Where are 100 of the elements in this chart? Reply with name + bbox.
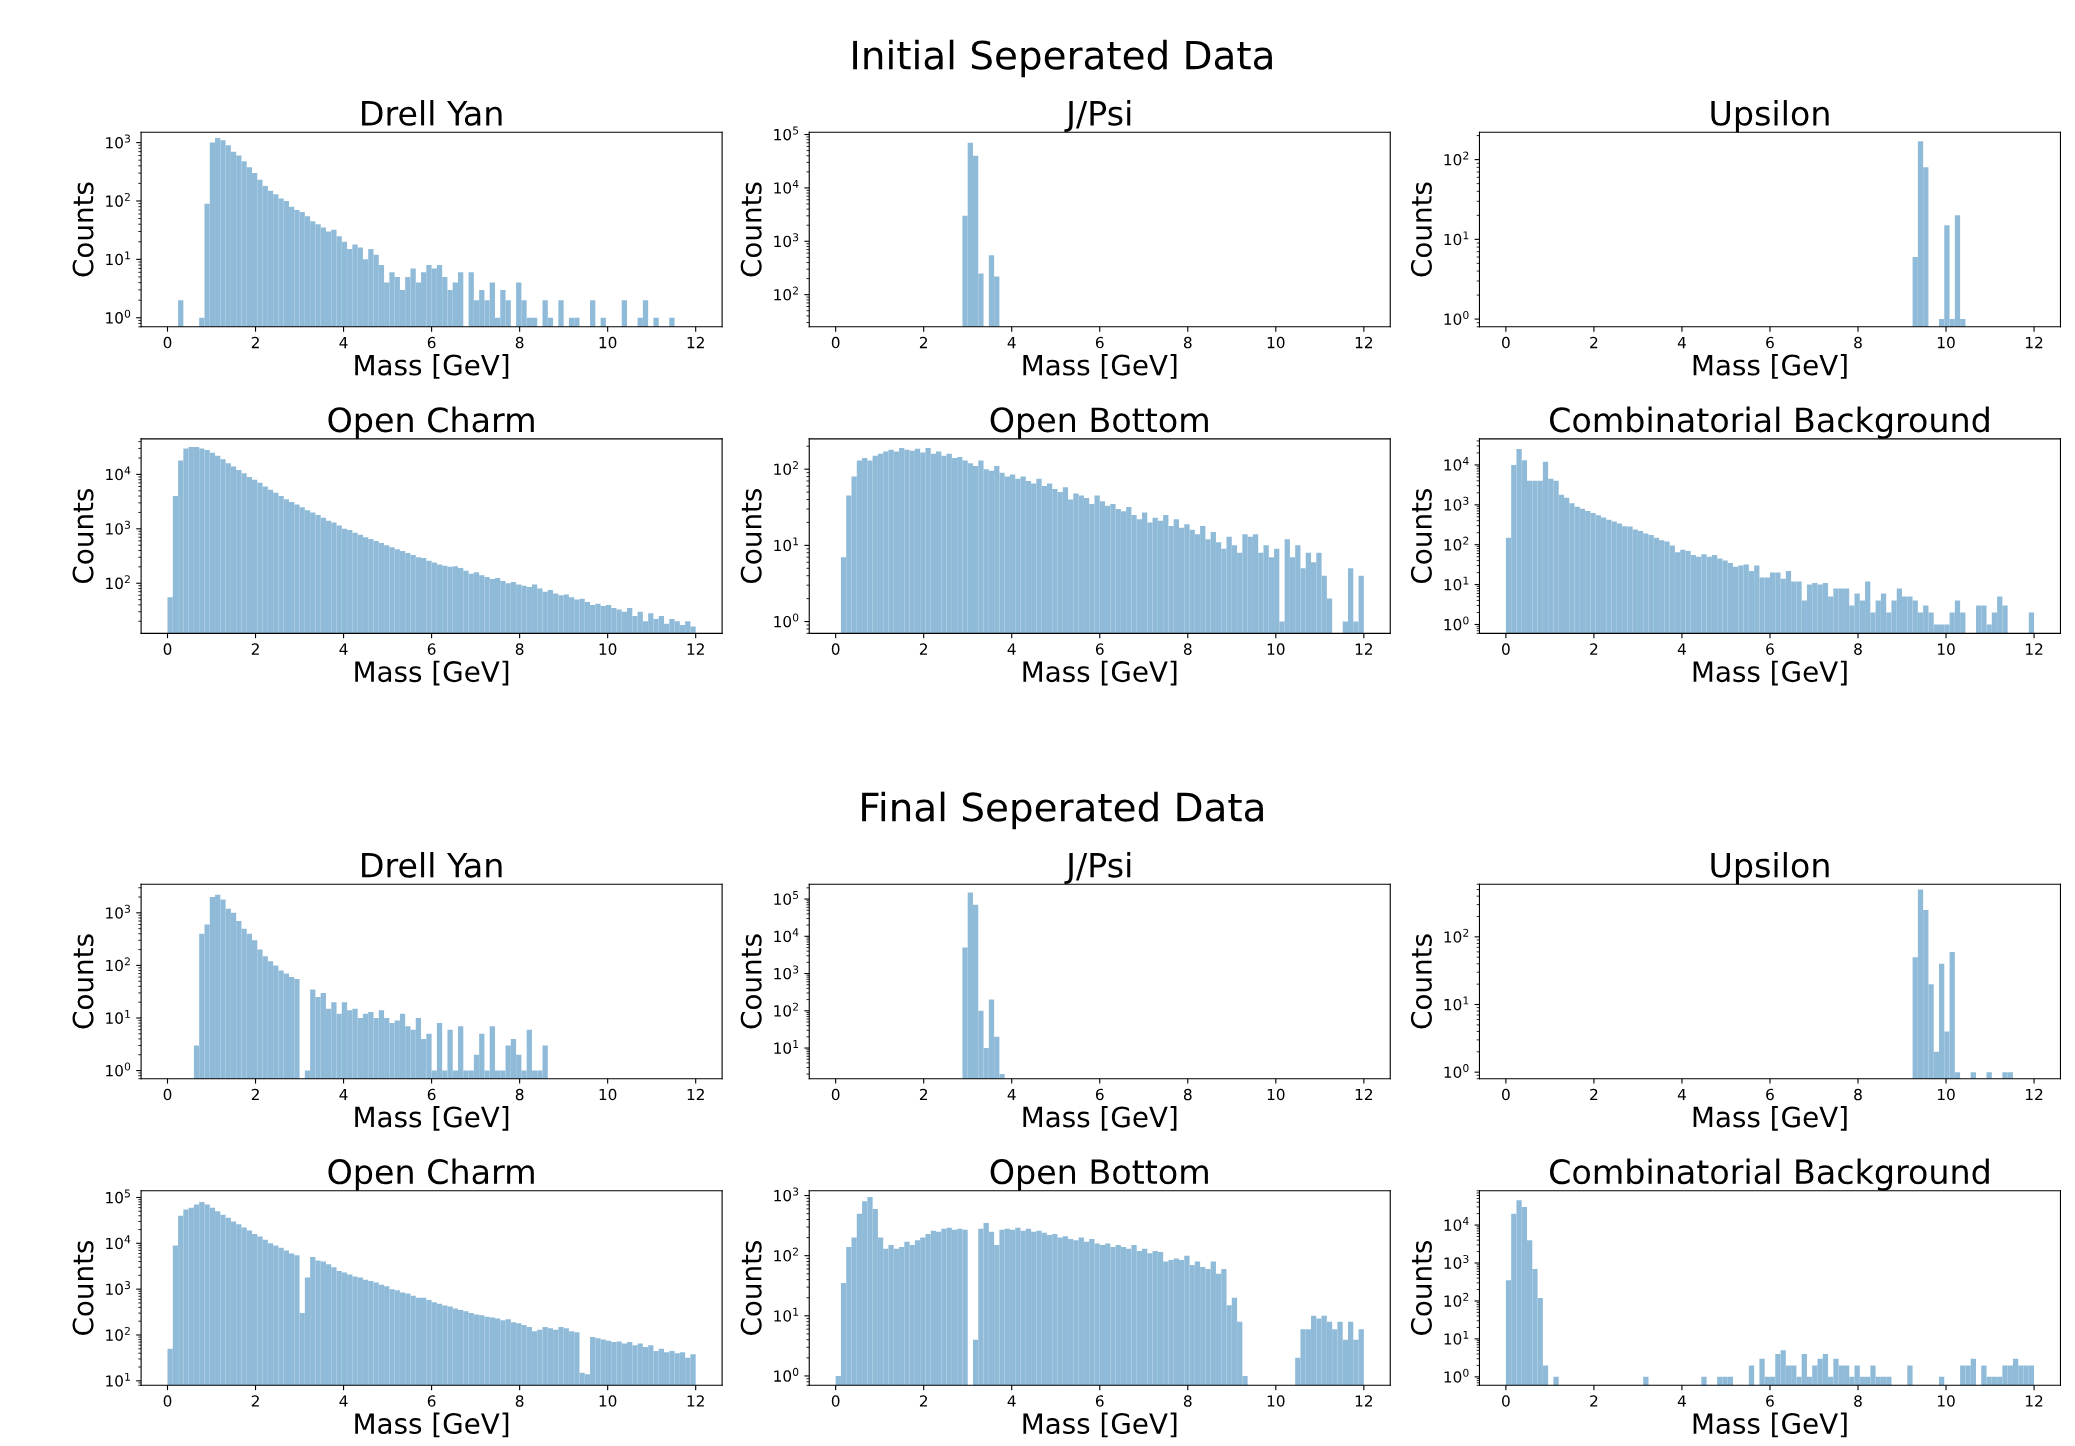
x-tick-label: 0 <box>831 336 840 349</box>
x-tick-label: 10 <box>1267 336 1285 349</box>
x-tick-label: 8 <box>1854 643 1862 655</box>
y-tick-label: 10$^{2}$ <box>1444 1292 1469 1307</box>
chart-title: J/Psi <box>1064 100 1131 133</box>
x-tick-label: 0 <box>831 643 840 655</box>
y-tick-label: 10$^{0}$ <box>774 613 799 628</box>
chart-title: Open Bottom <box>990 1159 1208 1191</box>
x-tick-label: 12 <box>2026 1088 2043 1101</box>
x-tick-label: 4 <box>339 643 348 655</box>
x-tick-label: 6 <box>1095 336 1104 349</box>
y-tick-label: 10$^{0}$ <box>106 1062 131 1077</box>
x-tick-label: 8 <box>1183 643 1192 655</box>
chart-title: Drell Yan <box>362 851 502 878</box>
y-tick-label: 10$^{1}$ <box>106 1010 130 1024</box>
x-tick-label: 4 <box>1677 336 1686 349</box>
x-tick-label: 10 <box>1267 643 1285 655</box>
y-axis-title: Counts <box>1410 1240 1432 1335</box>
x-tick-label: 0 <box>163 336 172 349</box>
x-tick-label: 2 <box>1590 1395 1598 1407</box>
x-tick-label: 6 <box>1095 643 1104 655</box>
x-tick-label: 8 <box>515 1395 524 1407</box>
x-tick-label: 0 <box>163 643 172 655</box>
y-tick-label: 10$^{2}$ <box>1444 151 1469 166</box>
x-axis-title: Mass [GeV] <box>1693 354 1847 379</box>
y-tick-label: 10$^{2}$ <box>774 286 798 301</box>
x-axis-title: Mass [GeV] <box>1693 1106 1847 1131</box>
y-tick-label: 10$^{3}$ <box>1444 496 1469 511</box>
y-tick-label: 10$^{3}$ <box>106 1281 131 1296</box>
y-tick-label: 10$^{3}$ <box>106 134 131 149</box>
y-tick-label: 10$^{1}$ <box>774 1307 799 1322</box>
text: Initial Seperated Data <box>853 39 1272 78</box>
y-tick-label: 10$^{0}$ <box>106 309 131 324</box>
x-tick-label: 0 <box>1502 1088 1510 1101</box>
x-tick-label: 10 <box>1937 1395 1955 1407</box>
x-tick-label: 8 <box>1854 1395 1862 1407</box>
y-tick-label: 10$^{2}$ <box>106 957 130 972</box>
x-axis-title: Mass [GeV] <box>1023 354 1177 379</box>
x-tick-label: 4 <box>1677 1395 1686 1407</box>
x-tick-label: 0 <box>163 1395 172 1407</box>
x-axis-title: Mass [GeV] <box>355 1412 509 1438</box>
y-axis-title: Counts <box>740 1240 762 1335</box>
y-tick-label: 10$^{3}$ <box>106 904 131 919</box>
x-tick-label: 6 <box>427 1395 436 1407</box>
y-axis-title: Counts <box>72 488 94 584</box>
x-tick-label: 6 <box>1766 1088 1774 1101</box>
y-axis-title: Counts <box>72 1240 94 1335</box>
x-tick-label: 2 <box>1590 336 1598 349</box>
x-tick-label: 12 <box>687 1088 704 1101</box>
y-tick-label: 10$^{3}$ <box>774 233 799 248</box>
y-tick-label: 10$^{1}$ <box>106 251 130 266</box>
x-tick-label: 6 <box>427 643 436 655</box>
chart-title: Upsilon <box>1711 100 1829 133</box>
x-tick-label: 10 <box>599 643 617 655</box>
x-tick-label: 6 <box>1766 643 1774 655</box>
x-tick-label: 8 <box>515 643 524 655</box>
y-tick-label: 10$^{1}$ <box>774 1040 799 1054</box>
x-tick-label: 2 <box>919 1395 928 1407</box>
y-tick-label: 10$^{1}$ <box>774 537 799 552</box>
x-tick-label: 8 <box>1183 1395 1192 1407</box>
x-tick-label: 4 <box>1007 643 1016 655</box>
x-tick-label: 12 <box>2026 336 2043 349</box>
x-tick-label: 4 <box>339 1395 348 1407</box>
x-tick-label: 10 <box>1267 1395 1285 1407</box>
y-tick-label: 10$^{5}$ <box>774 126 799 141</box>
x-tick-label: 2 <box>1590 1088 1598 1101</box>
x-tick-label: 0 <box>1502 1395 1510 1407</box>
x-tick-label: 6 <box>427 336 436 349</box>
x-tick-label: 6 <box>427 1088 436 1101</box>
x-tick-label: 4 <box>1007 1395 1016 1407</box>
y-tick-label: 10$^{4}$ <box>1444 1217 1469 1231</box>
y-tick-label: 10$^{2}$ <box>774 1002 798 1017</box>
y-tick-label: 10$^{1}$ <box>1444 996 1469 1011</box>
y-tick-label: 10$^{3}$ <box>774 1187 799 1202</box>
x-axis-title: Mass [GeV] <box>1023 660 1177 686</box>
x-tick-label: 0 <box>831 1088 840 1101</box>
x-tick-label: 12 <box>1355 643 1373 655</box>
y-axis-title: Counts <box>1410 934 1432 1029</box>
x-tick-label: 10 <box>1267 1088 1285 1101</box>
x-tick-label: 2 <box>1590 643 1598 655</box>
x-tick-label: 6 <box>1095 1088 1104 1101</box>
x-tick-label: 12 <box>687 643 704 655</box>
y-tick-label: 10$^{0}$ <box>1444 1064 1469 1079</box>
y-tick-label: 10$^{2}$ <box>106 192 130 207</box>
x-tick-label: 8 <box>1854 336 1862 349</box>
x-tick-label: 8 <box>1183 336 1192 349</box>
x-tick-label: 8 <box>515 336 524 349</box>
y-tick-label: 10$^{5}$ <box>106 1189 130 1204</box>
chart-title: Upsilon <box>1711 851 1829 885</box>
x-tick-label: 12 <box>1355 336 1373 349</box>
x-axis-title: Mass [GeV] <box>1693 1412 1847 1438</box>
x-tick-label: 8 <box>515 1088 524 1101</box>
y-tick-label: 10$^{3}$ <box>106 520 131 535</box>
y-tick-label: 10$^{2}$ <box>774 461 798 476</box>
y-tick-label: 10$^{4}$ <box>106 466 131 481</box>
x-axis-title: Mass [GeV] <box>1023 1412 1177 1438</box>
y-axis-title: Counts <box>740 488 762 584</box>
x-tick-label: 2 <box>251 643 259 655</box>
y-tick-label: 10$^{3}$ <box>1444 1254 1469 1269</box>
y-tick-label: 10$^{1}$ <box>1444 231 1469 246</box>
